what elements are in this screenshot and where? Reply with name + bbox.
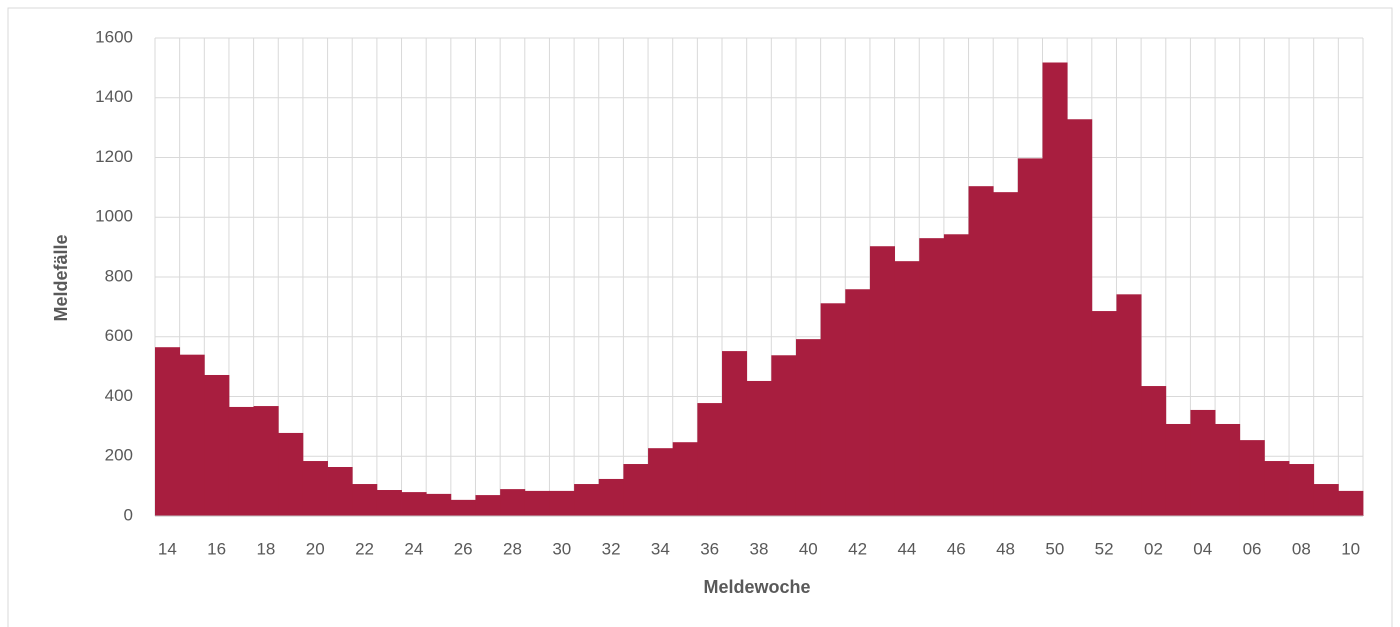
bar (623, 464, 649, 516)
x-tick-label: 14 (158, 539, 177, 558)
x-tick-label: 40 (799, 539, 818, 558)
bar (253, 406, 279, 516)
y-tick-label: 1400 (95, 87, 133, 106)
bar (1091, 311, 1117, 516)
bar (376, 490, 402, 516)
bar (1042, 62, 1068, 517)
x-tick-label: 32 (602, 539, 621, 558)
bar (327, 467, 353, 516)
x-tick-label: 06 (1243, 539, 1262, 558)
chart-frame (7, 7, 1393, 627)
bar (746, 380, 772, 516)
bar (524, 490, 550, 516)
y-tick-label: 600 (105, 326, 133, 345)
y-tick-label: 1000 (95, 207, 133, 226)
bar (894, 261, 920, 516)
bar (1264, 461, 1290, 516)
x-tick-label: 52 (1095, 539, 1114, 558)
bar (352, 484, 378, 516)
y-tick-label: 200 (105, 446, 133, 465)
bar (771, 355, 797, 516)
x-tick-label: 34 (651, 539, 670, 558)
x-tick-label: 20 (306, 539, 325, 558)
bar (1215, 423, 1241, 516)
x-tick-label: 18 (256, 539, 275, 558)
y-axis-title: Meldefälle (51, 234, 71, 321)
x-tick-label: 22 (355, 539, 374, 558)
bar (426, 493, 452, 516)
bar (869, 246, 895, 516)
bar (549, 490, 575, 516)
y-tick-label: 1600 (95, 27, 133, 46)
bar (820, 303, 846, 516)
bar (401, 492, 427, 516)
x-tick-label: 42 (848, 539, 867, 558)
bar (278, 432, 304, 516)
x-tick-label: 16 (207, 539, 226, 558)
x-tick-label: 02 (1144, 539, 1163, 558)
x-tick-label: 10 (1341, 539, 1360, 558)
bar (1141, 386, 1167, 516)
bar (795, 339, 822, 516)
bar (1338, 490, 1364, 516)
bar (1190, 409, 1216, 516)
bar (919, 238, 945, 516)
bar (1239, 440, 1265, 516)
bar (1116, 294, 1142, 516)
bar (1017, 158, 1043, 517)
bar (302, 461, 328, 516)
x-tick-label: 08 (1292, 539, 1311, 558)
bar (968, 186, 994, 516)
bar (598, 478, 624, 516)
x-tick-label: 48 (996, 539, 1015, 558)
bar (1289, 464, 1315, 516)
bar (574, 484, 600, 516)
x-tick-label: 44 (897, 539, 916, 558)
x-tick-label: 30 (552, 539, 571, 558)
bar (179, 354, 205, 516)
y-tick-label: 800 (105, 266, 133, 285)
bar (500, 489, 526, 516)
x-tick-label: 26 (454, 539, 473, 558)
bar (1067, 119, 1093, 516)
bar (155, 347, 181, 516)
y-tick-label: 1200 (95, 147, 133, 166)
x-tick-label: 36 (700, 539, 719, 558)
bar (943, 234, 969, 516)
bar (672, 442, 698, 516)
x-tick-label: 38 (750, 539, 769, 558)
bar (993, 192, 1019, 516)
y-tick-label: 0 (124, 505, 133, 524)
bar (450, 499, 476, 516)
bar (204, 374, 230, 516)
bar (1313, 484, 1339, 516)
x-tick-label: 24 (404, 539, 423, 558)
bar (845, 289, 871, 516)
x-axis-title: Meldewoche (703, 577, 810, 597)
x-tick-label: 46 (947, 539, 966, 558)
y-tick-label: 400 (105, 386, 133, 405)
x-tick-label: 50 (1045, 539, 1064, 558)
bar (648, 448, 674, 516)
bar (475, 495, 501, 516)
bar (722, 351, 748, 516)
x-tick-label: 28 (503, 539, 522, 558)
x-tick-label: 04 (1193, 539, 1212, 558)
bar (1165, 423, 1191, 516)
bar (228, 406, 255, 516)
bar (697, 403, 723, 516)
